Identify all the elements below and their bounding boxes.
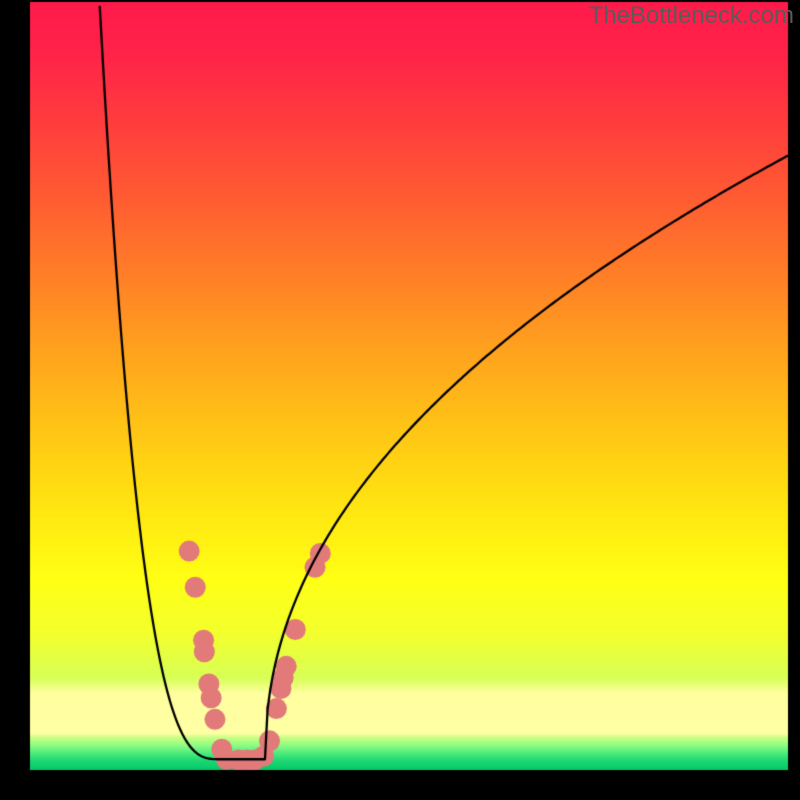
bottleneck-chart <box>0 0 800 800</box>
